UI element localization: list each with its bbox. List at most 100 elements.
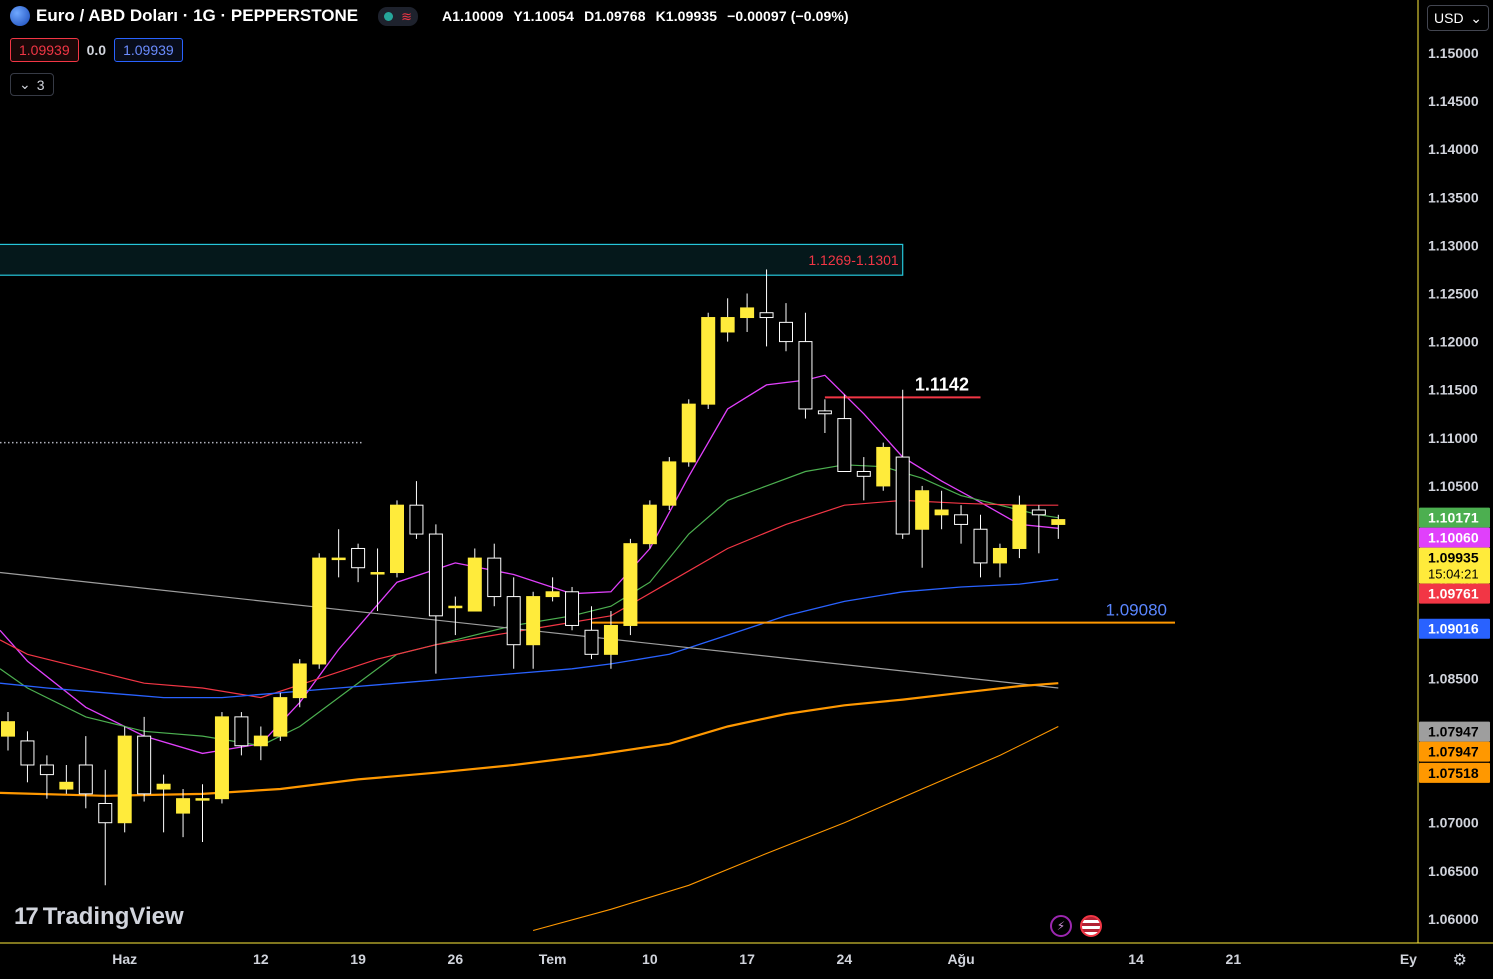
candle-body [759, 312, 774, 319]
price-tag-label: 1.07947 [1428, 724, 1479, 740]
time-axis[interactable]: Haz 12 19 26 Tem 10 17 24 Ağu 14 21 Ey [0, 942, 1493, 967]
us-flag-icon[interactable] [1080, 915, 1102, 937]
time-tick-label: 17 [739, 951, 755, 967]
candle-body [603, 624, 618, 655]
candle-body [623, 543, 638, 626]
candle-body [98, 802, 113, 824]
candle-body [1, 721, 15, 737]
ohlc-values: A1.10009 Y1.10054 D1.09768 K1.09935 −0.0… [442, 8, 855, 24]
candle-body [1031, 509, 1046, 516]
candle-body [253, 735, 268, 747]
candle-body [565, 591, 580, 626]
countdown-label: 15:04:21 [1428, 567, 1479, 582]
candle-body [487, 557, 502, 598]
candle-body [39, 764, 54, 776]
indicators-toggle-button[interactable]: ⌄ 3 [10, 73, 54, 96]
candle-body [681, 403, 696, 463]
candle-body [779, 321, 793, 343]
candle-body [234, 716, 249, 747]
price-tag-7: 1.07518 [1419, 762, 1490, 783]
price-tick-label: 1.10500 [1428, 478, 1479, 494]
price-axis[interactable]: 1.15000 1.14500 1.14000 1.13500 1.13000 1.125… [1417, 0, 1479, 943]
candle-body [117, 735, 132, 824]
time-tick-label: 24 [837, 951, 853, 967]
candle-body [915, 490, 930, 530]
candle-body [156, 783, 171, 790]
price-tick-label: 1.11500 [1428, 382, 1478, 398]
price-tick-label: 1.12000 [1428, 334, 1479, 350]
chevron-down-icon: ⌄ [19, 76, 31, 92]
price-tag-label: 1.07518 [1428, 765, 1479, 781]
time-tick-label: 19 [350, 951, 366, 967]
moving-average-line-2 [0, 499, 1059, 699]
price-tag-label: 1.09935 [1428, 550, 1479, 566]
market-status[interactable]: ≋ [378, 6, 419, 26]
sell-button[interactable]: 1.09939 [10, 38, 79, 62]
zone-label: 1.1269-1.1301 [808, 252, 899, 268]
candle-body [390, 504, 404, 574]
candle-body [448, 605, 463, 609]
candle-body [701, 317, 716, 405]
candle-body [137, 735, 152, 795]
candle-body [467, 557, 482, 612]
trade-panel: 1.09939 0.0 1.09939 [10, 38, 183, 62]
moving-average-line-1 [0, 464, 1059, 747]
price-tag-bg [1419, 547, 1490, 584]
tradingview-mark-icon: 17 [14, 903, 39, 930]
price-tick-label: 1.14500 [1428, 93, 1479, 109]
indicator-count: 3 [36, 76, 45, 93]
price-tick-label: 1.06500 [1428, 863, 1479, 879]
price-tag-bg [1419, 762, 1490, 783]
lightning-icon[interactable]: ⚡ [1050, 915, 1072, 937]
candle-body [78, 764, 93, 795]
chart-header: Euro / ABD Doları · 1G · PEPPERSTONE ≋ A… [10, 6, 855, 26]
data-wave-icon: ≋ [401, 8, 413, 24]
zone-rect[interactable] [0, 243, 904, 276]
candle-body [934, 509, 949, 516]
price-tag-3: 1.09761 [1419, 583, 1490, 604]
price-tag-label: 1.09761 [1428, 586, 1479, 602]
candle-body [59, 781, 74, 790]
candle-body [992, 547, 1007, 564]
candle-body [973, 528, 988, 564]
price-tag-label: 1.09016 [1428, 621, 1479, 637]
price-tick-label: 1.13500 [1428, 189, 1479, 205]
candle-body [720, 317, 735, 333]
candle-body [312, 557, 327, 665]
price-tick-label: 1.14000 [1428, 141, 1479, 157]
currency-select[interactable]: USD ⌄ [1427, 5, 1489, 31]
price-tick-label: 1.11000 [1428, 430, 1478, 446]
price-tag-bg [1419, 741, 1490, 762]
price-tick-label: 1.07000 [1428, 815, 1479, 831]
tradingview-logo[interactable]: 17 TradingView [14, 903, 184, 931]
price-tags: 1.101711.100601.0993515:04:211.097611.09… [1419, 507, 1490, 783]
change-value: −0.00097 (−0.09%) [727, 8, 849, 24]
horizontal-levels[interactable]: 1.1142 1.09080 [0, 374, 1175, 624]
time-tick-label: Haz [112, 951, 137, 967]
gear-icon[interactable]: ⚙ [1452, 952, 1467, 969]
price-tick-label: 1.12500 [1428, 285, 1479, 301]
price-tag-bg [1419, 618, 1490, 639]
candle-body [506, 596, 521, 646]
candle-body [876, 446, 891, 487]
symbol-title[interactable]: Euro / ABD Doları · 1G · PEPPERSTONE [36, 6, 359, 25]
price-tag-6: 1.07947 [1419, 741, 1490, 762]
candle-body [1051, 519, 1066, 525]
candle-body [409, 504, 424, 535]
chevron-down-icon: ⌄ [1470, 9, 1482, 26]
candle-body [176, 798, 191, 814]
candle-body [545, 591, 560, 598]
candle-body [428, 533, 443, 617]
price-tag-label: 1.07947 [1428, 744, 1479, 760]
price-tag-bg [1419, 527, 1490, 548]
candle-body [331, 557, 346, 561]
buy-button[interactable]: 1.09939 [114, 38, 183, 62]
resistance-zone[interactable]: 1.1269-1.1301 [0, 243, 904, 276]
time-tick-label: Ağu [947, 951, 974, 967]
price-tag-bg [1419, 507, 1490, 528]
price-tick-label: 1.13000 [1428, 237, 1479, 253]
candle-body [856, 471, 871, 477]
candle-body [370, 572, 385, 575]
